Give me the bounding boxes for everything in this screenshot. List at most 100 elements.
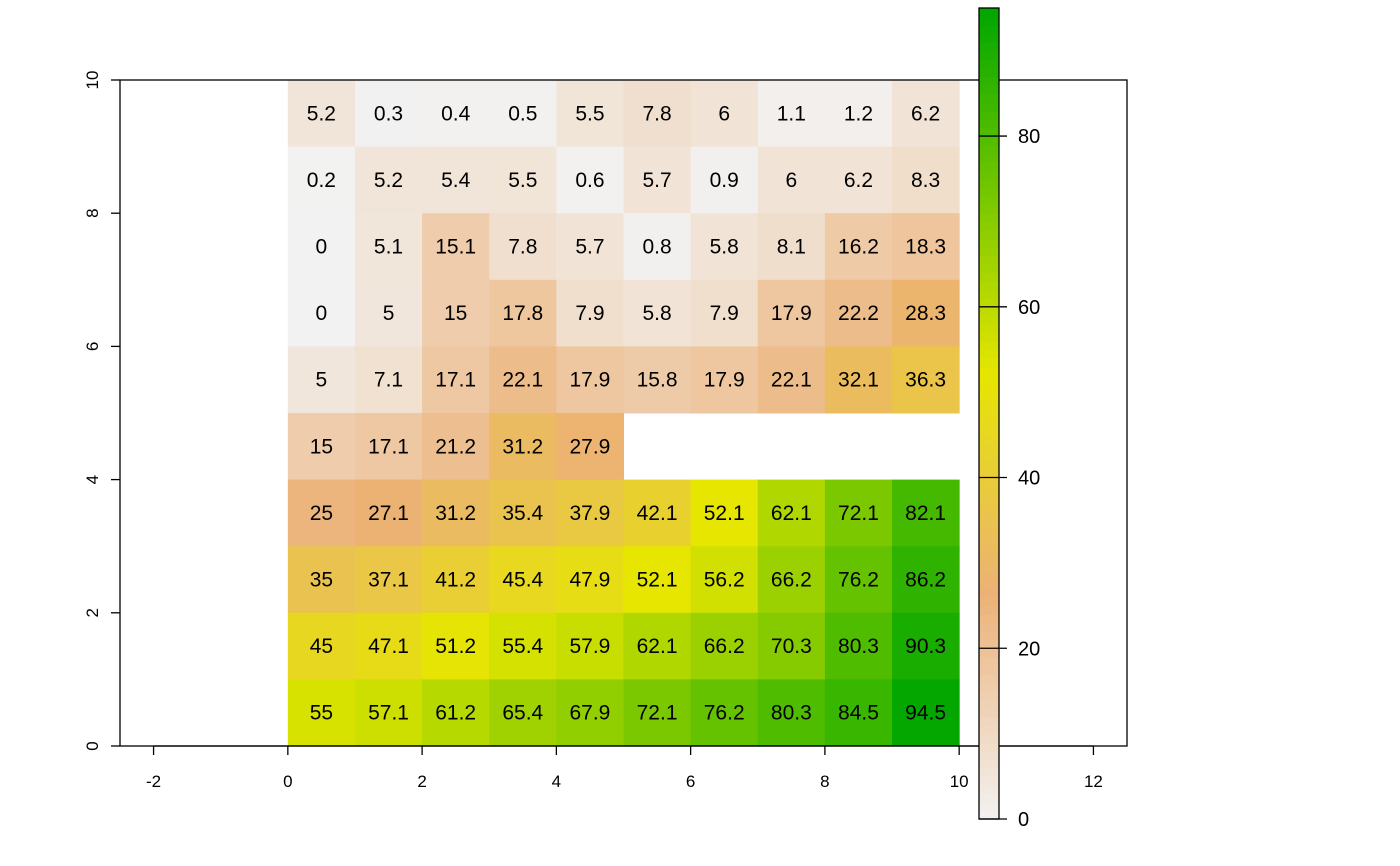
legend-color-step	[979, 656, 999, 666]
heatmap-cell	[892, 279, 960, 347]
cell-value-label: 5.8	[710, 236, 739, 259]
heatmap-cell	[489, 679, 557, 747]
y-tick-label: 8	[83, 208, 102, 217]
cell-value-label: 22.1	[771, 369, 812, 392]
cell-value-label: 1.2	[844, 102, 873, 125]
heatmap-cell	[287, 279, 356, 347]
legend-color-step	[979, 247, 999, 257]
cell-value-label: 5	[316, 369, 328, 392]
legend-color-step	[979, 690, 999, 701]
cell-value-label: 35.4	[502, 502, 543, 525]
heatmap-cell	[287, 146, 356, 214]
heatmap-cells	[287, 80, 960, 747]
cell-value-label: 5.8	[642, 302, 671, 325]
cell-value-label: 0.8	[642, 236, 671, 259]
heatmap-cell	[556, 80, 624, 148]
heatmap-cell	[824, 346, 893, 414]
heatmap-cell	[690, 279, 759, 347]
cell-value-label: 82.1	[905, 502, 946, 525]
cell-value-label: 15.1	[435, 236, 476, 259]
legend-color-step	[979, 33, 999, 43]
cell-value-label: 42.1	[637, 502, 678, 525]
heatmap-cell	[354, 213, 423, 281]
cell-value-label: 6	[785, 169, 797, 192]
x-axis: -2 0 2 4 6 8 10 12	[146, 745, 1103, 791]
cell-value-label: 5.5	[575, 102, 604, 125]
cell-value-label: 0.9	[710, 169, 739, 192]
y-tick-label: 2	[83, 608, 102, 617]
legend-color-step	[979, 426, 999, 436]
legend-color-step	[979, 221, 999, 231]
legend-color-step	[979, 238, 999, 248]
legend-color-step	[979, 648, 999, 658]
heatmap-cell	[623, 146, 692, 214]
cell-value-label: 18.3	[905, 236, 946, 259]
heatmap-cell	[489, 546, 557, 614]
x-tick-label: 10	[950, 772, 969, 791]
cell-value-label: 72.1	[838, 502, 879, 525]
heatmap-cell	[422, 346, 490, 414]
legend-color-step	[979, 306, 999, 316]
legend-color-step	[979, 349, 999, 359]
cell-value-label: 31.2	[435, 502, 476, 525]
legend-color-step	[979, 409, 999, 419]
heatmap-cell	[623, 479, 692, 547]
cell-value-label: 17.1	[435, 369, 476, 392]
legend-color-step	[979, 639, 999, 649]
legend-color-step	[979, 579, 999, 590]
legend-color-step	[979, 451, 999, 462]
heatmap-cell	[623, 546, 692, 614]
legend-color-step	[979, 229, 999, 240]
legend-color-step	[979, 810, 999, 820]
heatmap-cell	[354, 679, 423, 747]
cell-value-label: 17.8	[502, 302, 543, 325]
cell-value-label: 0.2	[307, 169, 336, 192]
legend-color-step	[979, 417, 999, 427]
heatmap-cell	[690, 146, 759, 214]
legend-color-step	[979, 716, 999, 726]
heatmap-cell	[824, 146, 893, 214]
heatmap-cell	[892, 346, 960, 414]
legend-color-step	[979, 16, 999, 26]
legend-color-step	[979, 614, 999, 624]
heatmap-cell	[489, 279, 557, 347]
cell-value-label: 70.3	[771, 635, 812, 658]
cell-value-label: 15.8	[637, 369, 678, 392]
heatmap-cell	[556, 546, 624, 614]
cell-value-label: 0.5	[508, 102, 537, 125]
heatmap-cell	[757, 612, 826, 680]
legend-color-step	[979, 144, 999, 154]
legend-color-step	[979, 801, 999, 812]
heatmap-cell	[422, 612, 490, 680]
heatmap-cell	[757, 346, 826, 414]
heatmap-cell	[623, 279, 692, 347]
cell-value-label: 45.4	[502, 569, 543, 592]
legend-color-step	[979, 392, 999, 402]
legend-color-step	[979, 118, 999, 129]
heatmap-cell	[489, 80, 557, 148]
y-tick-label: 0	[83, 741, 102, 750]
heatmap-cell	[422, 413, 490, 481]
legend-color-step	[979, 528, 999, 538]
heatmap-cell	[287, 213, 356, 281]
legend-color-step	[979, 520, 999, 530]
legend-color-step	[979, 468, 999, 479]
legend-color-step	[979, 93, 999, 103]
cell-value-label: 76.2	[838, 569, 879, 592]
legend-color-step	[979, 665, 999, 675]
cell-value-label: 5	[383, 302, 395, 325]
legend-color-step	[979, 708, 999, 718]
legend-color-step	[979, 631, 999, 641]
legend-color-step	[979, 110, 999, 120]
cell-value-label: 57.9	[569, 635, 610, 658]
heatmap-cell	[556, 146, 624, 214]
heatmap-cell	[354, 413, 423, 481]
x-tick-label: 8	[820, 772, 829, 791]
heatmap-cell	[287, 346, 356, 414]
legend-color-step	[979, 136, 999, 146]
legend-color-step	[979, 784, 999, 794]
x-tick-label: 12	[1084, 772, 1103, 791]
heatmap-cell	[623, 612, 692, 680]
heatmap-cell	[354, 479, 423, 547]
heatmap-cell	[422, 679, 490, 747]
